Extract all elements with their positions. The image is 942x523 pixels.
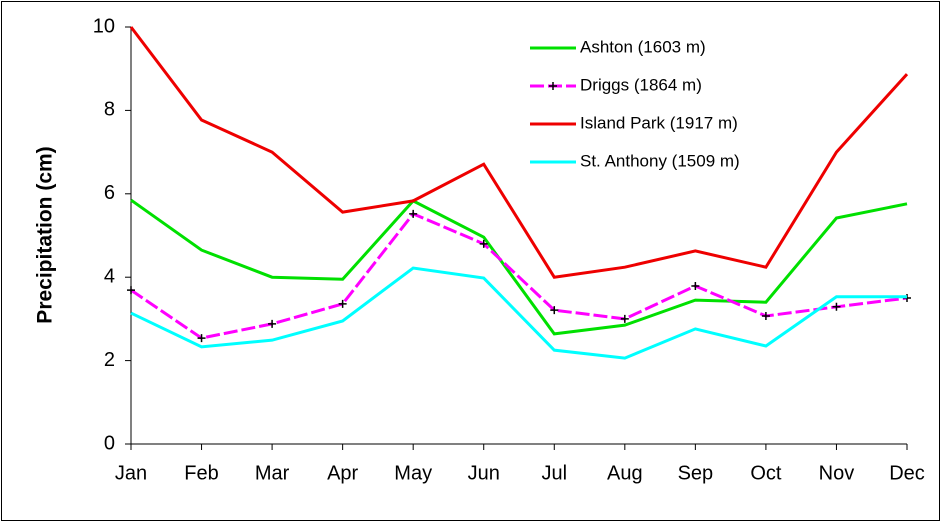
marker [620, 314, 629, 323]
series-line [130, 211, 908, 340]
series-line [130, 266, 907, 360]
x-tick-label: Mar [255, 462, 290, 484]
y-tick-label: 0 [104, 432, 115, 454]
legend-label: Ashton (1603 m) [580, 37, 706, 56]
marker [409, 209, 418, 218]
x-tick-label: Aug [607, 462, 643, 484]
marker [550, 306, 559, 315]
x-tick-label: May [394, 462, 432, 484]
marker [691, 281, 700, 290]
y-tick-label: 6 [104, 182, 115, 204]
x-tick-label: Oct [750, 462, 782, 484]
y-tick-label: 8 [104, 99, 115, 121]
y-tick-label: 10 [93, 15, 115, 37]
x-tick-label: Apr [327, 462, 358, 484]
marker [268, 319, 277, 328]
y-tick-label: 4 [104, 265, 115, 287]
marker [832, 302, 841, 311]
y-tick-label: 2 [104, 349, 115, 371]
series-line [130, 198, 908, 336]
y-axis-label: Precipitation (cm) [34, 146, 57, 323]
x-tick-label: Jul [541, 462, 567, 484]
x-tick-label: Nov [819, 462, 855, 484]
legend-label: St. Anthony (1509 m) [580, 151, 740, 170]
x-tick-label: Jun [468, 462, 500, 484]
marker [761, 311, 770, 320]
x-tick-label: Sep [678, 462, 714, 484]
marker [338, 299, 347, 308]
series-line [129, 26, 909, 279]
marker [127, 286, 135, 295]
marker [549, 82, 557, 90]
legend-label: Driggs (1864 m) [580, 75, 702, 94]
marker [479, 239, 488, 248]
legend-label: Island Park (1917 m) [580, 113, 738, 132]
x-tick-label: Dec [889, 462, 925, 484]
marker [197, 334, 206, 343]
x-tick-label: Feb [184, 462, 218, 484]
x-tick-label: Jan [115, 462, 147, 484]
